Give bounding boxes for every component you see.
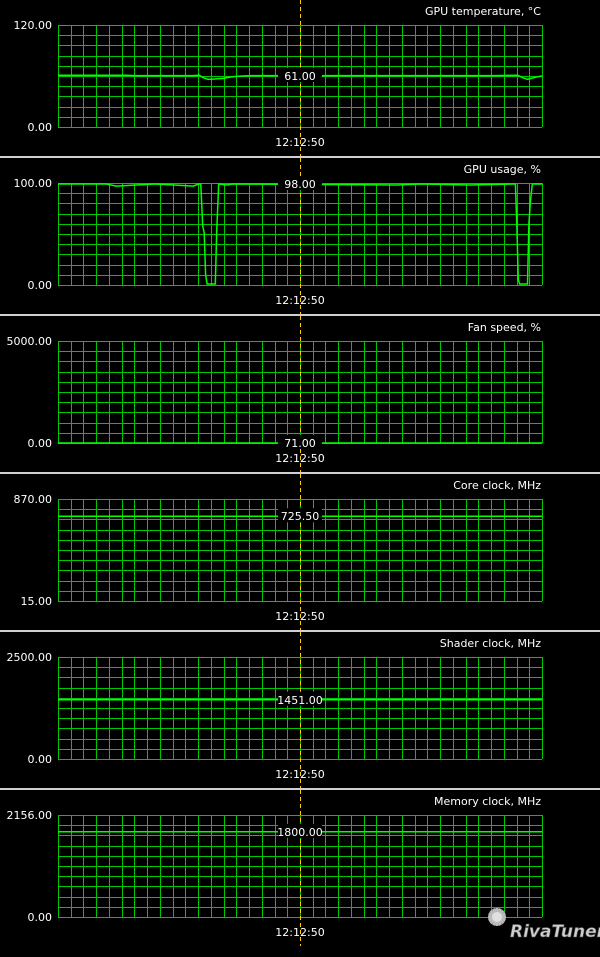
y-max-label: 100.00: [14, 177, 53, 190]
y-max-label: 870.00: [14, 493, 53, 506]
cursor-time-label: 12:12:50: [275, 768, 324, 781]
chart-panel: GPU temperature, °C 120.00 0.00 12:12:50 61.…: [14, 0, 543, 156]
gear-icon: [488, 908, 506, 926]
chart-panel: Fan speed, % 5000.00 0.00 12:12:50 71.00: [0, 314, 600, 472]
chart-title: Shader clock, MHz: [440, 637, 541, 650]
y-min-label: 0.00: [28, 753, 53, 766]
gear-hub: [492, 912, 502, 922]
y-max-label: 2500.00: [7, 651, 53, 664]
panel-separator: [0, 314, 600, 316]
current-value-bg: [278, 68, 322, 82]
cursor-time-label: 12:12:50: [275, 452, 324, 465]
y-max-label: 2156.00: [7, 809, 53, 822]
chart-title: Memory clock, MHz: [434, 795, 541, 808]
panel-separator: [0, 788, 600, 790]
panel-separator: [0, 630, 600, 632]
cursor-time-label: 12:12:50: [275, 610, 324, 623]
chart-panel: GPU usage, % 100.00 0.00 12:12:50 98.00: [0, 156, 600, 314]
series-line: [58, 183, 542, 285]
y-max-label: 120.00: [14, 19, 53, 32]
cursor-time-label: 12:12:50: [275, 294, 324, 307]
y-min-label: 0.00: [28, 911, 53, 924]
chart-panel: Shader clock, MHz 2500.00 0.00 12:12:50 1451…: [0, 630, 600, 788]
current-value-label: 71.00: [284, 437, 316, 450]
current-value-bg: [278, 823, 322, 838]
current-value-label: 725.50: [281, 510, 320, 523]
chart-panel: Memory clock, MHz 2156.00 0.00 12:12:50 1800…: [0, 788, 600, 946]
chart-title: Core clock, MHz: [453, 479, 541, 492]
y-min-label: 0.00: [28, 437, 53, 450]
chart-title: Fan speed, %: [468, 321, 541, 334]
current-value-bg: [278, 508, 322, 523]
cursor-time-label: 12:12:50: [275, 136, 324, 149]
y-min-label: 0.00: [28, 279, 53, 292]
panel-separator: [0, 156, 600, 158]
logo-text: RivaTuner: [510, 922, 600, 942]
y-max-label: 5000.00: [7, 335, 53, 348]
panel-separator: [0, 472, 600, 474]
chart-title: GPU temperature, °C: [425, 5, 541, 18]
current-value-label: 1800.00: [277, 826, 323, 839]
current-value-bg: [278, 435, 322, 449]
series-line: [58, 74, 543, 81]
y-min-label: 0.00: [28, 121, 53, 134]
current-value-label: 1451.00: [277, 694, 323, 707]
chart-grid: [58, 499, 543, 602]
current-value-bg: [278, 176, 322, 191]
y-min-label: 15.00: [21, 595, 53, 608]
rivatuner-logo: RivaTuner: [488, 908, 600, 942]
current-value-label: 61.00: [284, 70, 316, 83]
chart-panel: Core clock, MHz 870.00 15.00 12:12:50 725.50: [0, 472, 600, 630]
cursor-time-label: 12:12:50: [275, 926, 324, 939]
chart-grid: [58, 25, 543, 128]
current-value-label: 98.00: [284, 178, 316, 191]
chart-title: GPU usage, %: [464, 163, 541, 176]
current-value-bg: [278, 691, 322, 706]
